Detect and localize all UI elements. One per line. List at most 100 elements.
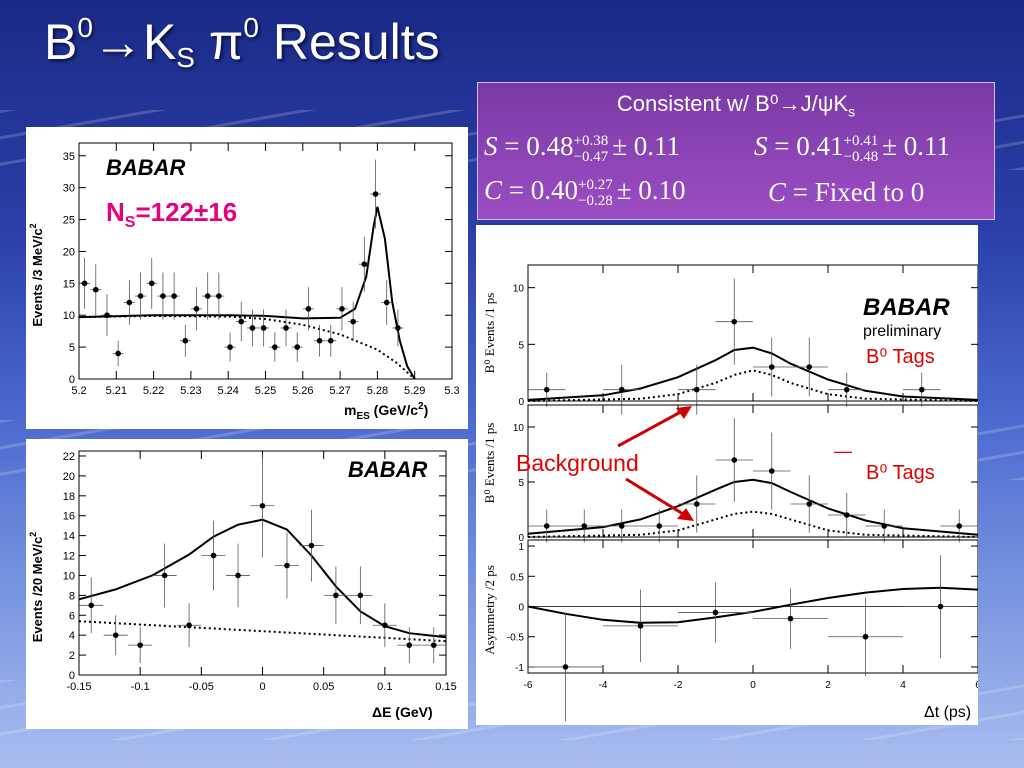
data-point bbox=[618, 386, 625, 393]
data-point bbox=[862, 633, 869, 640]
x-tick-label: -6 bbox=[524, 680, 533, 691]
y-tick-label: 10 bbox=[63, 310, 75, 322]
data-point bbox=[88, 602, 95, 609]
y-tick-label: 16 bbox=[63, 511, 75, 523]
data-point bbox=[137, 642, 143, 648]
de-x-axis-label: ΔE (GeV) bbox=[372, 704, 433, 720]
b0bar-events-y-label: B⁰ Events /1 ps bbox=[482, 423, 497, 504]
y-tick-label: 12 bbox=[63, 551, 75, 563]
data-point bbox=[92, 286, 99, 293]
data-point bbox=[881, 523, 888, 529]
data-point bbox=[171, 293, 177, 299]
fit-total-curve bbox=[527, 586, 979, 624]
data-point bbox=[238, 318, 245, 325]
data-point bbox=[126, 299, 133, 306]
x-tick-label: 5.28 bbox=[367, 385, 388, 397]
x-tick-label: 5.23 bbox=[180, 385, 201, 397]
y-tick-label: 4 bbox=[69, 630, 75, 642]
y-tick-label: 2 bbox=[69, 650, 75, 662]
y-tick-label: 22 bbox=[63, 451, 75, 463]
data-point bbox=[216, 293, 222, 299]
data-point bbox=[806, 364, 813, 370]
y-tick-label: -0.5 bbox=[507, 633, 525, 644]
fit-background-curve bbox=[78, 620, 447, 643]
x-tick-label: 5.27 bbox=[329, 385, 350, 397]
data-point bbox=[395, 325, 401, 331]
background-arrowhead-down bbox=[677, 508, 694, 521]
y-tick-label: 0 bbox=[69, 670, 75, 682]
data-point bbox=[581, 523, 588, 529]
x-tick-label: 4 bbox=[900, 680, 906, 691]
data-point bbox=[327, 337, 334, 344]
data-point bbox=[339, 306, 345, 312]
babar-logo: BABAR bbox=[106, 155, 186, 180]
data-point bbox=[543, 523, 550, 529]
y-tick-label: 35 bbox=[63, 151, 75, 163]
data-point bbox=[768, 364, 775, 370]
y-tick-label: 25 bbox=[63, 215, 75, 227]
x-tick-label: -0.15 bbox=[66, 681, 91, 693]
data-point bbox=[637, 623, 644, 629]
y-tick-label: 8 bbox=[69, 590, 75, 602]
data-point bbox=[137, 293, 144, 299]
data-point bbox=[731, 457, 738, 463]
y-tick-label: 5 bbox=[518, 340, 524, 351]
y-tick-label: 0 bbox=[518, 397, 524, 408]
data-point bbox=[731, 318, 738, 325]
fit-total-curve bbox=[527, 346, 979, 401]
data-point bbox=[787, 615, 794, 622]
data-point bbox=[112, 632, 119, 638]
mes-chart: 0 5 10 15 20 25 30 35 5.2 5.21 5.22 5.23 5.24 5.25 5.2… bbox=[28, 142, 460, 422]
data-point bbox=[383, 299, 390, 306]
fit-total-curve bbox=[78, 518, 447, 639]
s-left-result: S = 0.48+0.38 −0.47 ± 0.11 bbox=[484, 131, 681, 165]
dt-x-axis-label: Δt (ps) bbox=[924, 704, 971, 721]
data-point bbox=[235, 572, 241, 579]
x-tick-label: 2 bbox=[825, 680, 831, 691]
data-point bbox=[283, 325, 289, 331]
data-point bbox=[656, 523, 663, 529]
y-tick-label: 0 bbox=[518, 603, 524, 614]
x-tick-label: 0.1 bbox=[377, 681, 392, 693]
fit-background-curve bbox=[78, 314, 416, 380]
data-point bbox=[357, 592, 364, 599]
data-point bbox=[260, 325, 267, 331]
x-tick-label: 0.15 bbox=[435, 681, 456, 693]
data-point bbox=[562, 664, 569, 670]
data-point bbox=[305, 306, 312, 312]
b0bar-tags-label: B⁰ Tags bbox=[866, 462, 935, 484]
asymmetry-y-label: Asymmetry /2 ps bbox=[482, 565, 497, 655]
slide-title: B0→KS π0 Results bbox=[44, 12, 440, 73]
data-point bbox=[193, 306, 200, 312]
data-point bbox=[284, 562, 290, 569]
data-point bbox=[843, 512, 850, 518]
data-point bbox=[333, 592, 339, 599]
x-tick-label: -0.1 bbox=[131, 681, 150, 693]
background-arrow-up bbox=[617, 406, 689, 448]
babar-logo: BABAR bbox=[863, 294, 950, 321]
data-point bbox=[272, 344, 278, 350]
x-tick-label: 6 bbox=[975, 680, 978, 691]
data-point bbox=[693, 501, 700, 507]
data-point bbox=[204, 293, 211, 299]
x-tick-label: 5.24 bbox=[217, 385, 238, 397]
y-tick-label: 14 bbox=[63, 531, 75, 543]
c-left-result: C = 0.40+0.27 −0.28 ± 0.10 bbox=[484, 175, 686, 209]
data-point bbox=[161, 572, 168, 579]
signal-yield-annotation: NS=122±16 bbox=[106, 197, 237, 231]
dt-chart: 0 5 10 0 5 10 -1 -0.5 0 0.5 1 -6 -4 -2 0 2 4 6 BABAR prel… bbox=[482, 264, 981, 722]
data-point bbox=[956, 523, 963, 529]
data-point bbox=[768, 468, 775, 474]
s-right-result: S = 0.41+0.41 −0.48 ± 0.11 bbox=[754, 131, 951, 165]
data-point bbox=[210, 552, 217, 559]
de-plot-panel: 0 2 4 6 8 10 12 14 16 18 20 22 -0.15 -0.1 -0.05 0 0.05 0.… bbox=[26, 439, 468, 729]
x-tick-label: -2 bbox=[674, 680, 683, 691]
data-point bbox=[182, 337, 189, 344]
x-tick-label: -0.05 bbox=[189, 681, 214, 693]
y-tick-label: 0.5 bbox=[510, 572, 524, 583]
data-point bbox=[430, 642, 437, 648]
mes-plot-panel: 0 5 10 15 20 25 30 35 5.2 5.21 5.22 5.23 5.24 5.25 5.2… bbox=[26, 127, 468, 429]
x-tick-label: 0 bbox=[750, 680, 756, 691]
data-point bbox=[227, 344, 233, 350]
y-tick-label: 10 bbox=[63, 570, 75, 582]
